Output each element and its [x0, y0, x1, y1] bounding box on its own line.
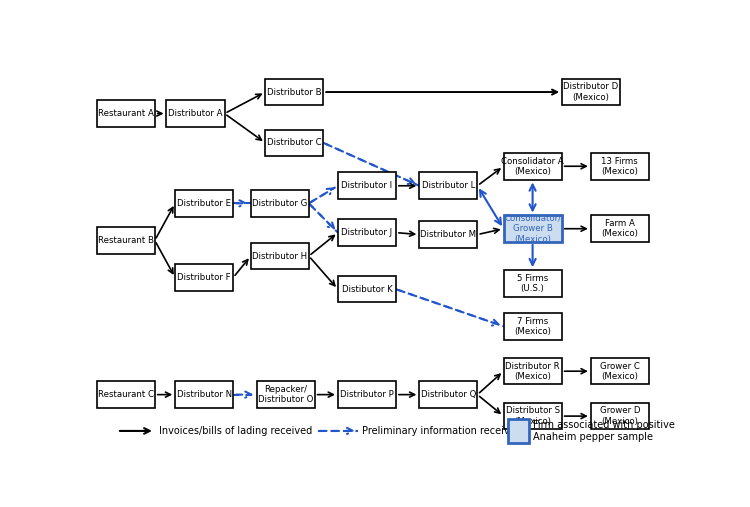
Text: Distributor E: Distributor E: [177, 199, 231, 208]
Text: Consolidator/
Grower B
(Mexico): Consolidator/ Grower B (Mexico): [504, 214, 561, 243]
Bar: [97, 381, 154, 408]
Bar: [419, 381, 477, 408]
Text: Repacker/
Distributor O: Repacker/ Distributor O: [258, 385, 314, 404]
Bar: [503, 153, 562, 179]
Bar: [591, 358, 649, 384]
Text: Distributor C: Distributor C: [267, 138, 322, 148]
Text: Grower C
(Mexico): Grower C (Mexico): [600, 361, 640, 381]
Bar: [256, 381, 315, 408]
Bar: [251, 190, 309, 216]
Bar: [508, 419, 529, 443]
Text: Distributor F: Distributor F: [177, 273, 231, 282]
Bar: [591, 215, 649, 242]
Text: Distributor Q: Distributor Q: [421, 390, 476, 399]
Bar: [503, 403, 562, 429]
Text: Restaurant B: Restaurant B: [98, 236, 154, 245]
Bar: [251, 243, 309, 269]
Text: Firm associated with positive
Anaheim pepper sample: Firm associated with positive Anaheim pe…: [532, 420, 674, 442]
Text: Farm A
(Mexico): Farm A (Mexico): [602, 219, 638, 238]
Text: Distributor G: Distributor G: [252, 199, 308, 208]
Text: Distributor R
(Mexico): Distributor R (Mexico): [506, 361, 560, 381]
Text: Restaurant C: Restaurant C: [98, 390, 154, 399]
Bar: [503, 358, 562, 384]
Bar: [591, 403, 649, 429]
Bar: [266, 130, 323, 156]
Text: Distributor A: Distributor A: [168, 109, 223, 118]
Text: Distributor D
(Mexico): Distributor D (Mexico): [563, 82, 618, 102]
Bar: [338, 381, 396, 408]
Bar: [97, 227, 154, 254]
Bar: [338, 276, 396, 303]
Bar: [266, 79, 323, 105]
Bar: [503, 215, 562, 242]
Bar: [338, 172, 396, 199]
Text: Distributor S
(Mexico): Distributor S (Mexico): [506, 407, 560, 426]
Text: Distibutor K: Distibutor K: [341, 285, 392, 294]
Bar: [175, 190, 233, 216]
Text: 5 Firms
(U.S.): 5 Firms (U.S.): [517, 274, 548, 293]
Text: Distributor N: Distributor N: [177, 390, 232, 399]
Text: Distributor J: Distributor J: [341, 228, 392, 237]
Bar: [503, 313, 562, 340]
Text: Preliminary information received: Preliminary information received: [362, 426, 522, 436]
Text: Restaurant A: Restaurant A: [98, 109, 154, 118]
Text: Distributor M: Distributor M: [420, 230, 476, 239]
Bar: [562, 79, 620, 105]
Text: Invoices/bills of lading received: Invoices/bills of lading received: [159, 426, 312, 436]
Bar: [419, 172, 477, 199]
Text: Distributor P: Distributor P: [340, 390, 394, 399]
Bar: [175, 381, 233, 408]
Bar: [591, 153, 649, 179]
Text: Distributor B: Distributor B: [267, 88, 322, 96]
Text: Distributor I: Distributor I: [341, 182, 392, 190]
Bar: [503, 270, 562, 297]
Bar: [338, 220, 396, 246]
Bar: [419, 221, 477, 248]
Text: Distributor H: Distributor H: [252, 251, 308, 261]
Text: Consolidator A
(Mexico): Consolidator A (Mexico): [501, 157, 564, 176]
Bar: [97, 100, 154, 127]
Bar: [175, 264, 233, 291]
Text: Distributor L: Distributor L: [422, 182, 475, 190]
Bar: [166, 100, 224, 127]
Text: 7 Firms
(Mexico): 7 Firms (Mexico): [514, 316, 551, 336]
Text: 13 Firms
(Mexico): 13 Firms (Mexico): [602, 157, 638, 176]
Text: Grower D
(Mexico): Grower D (Mexico): [599, 407, 640, 426]
